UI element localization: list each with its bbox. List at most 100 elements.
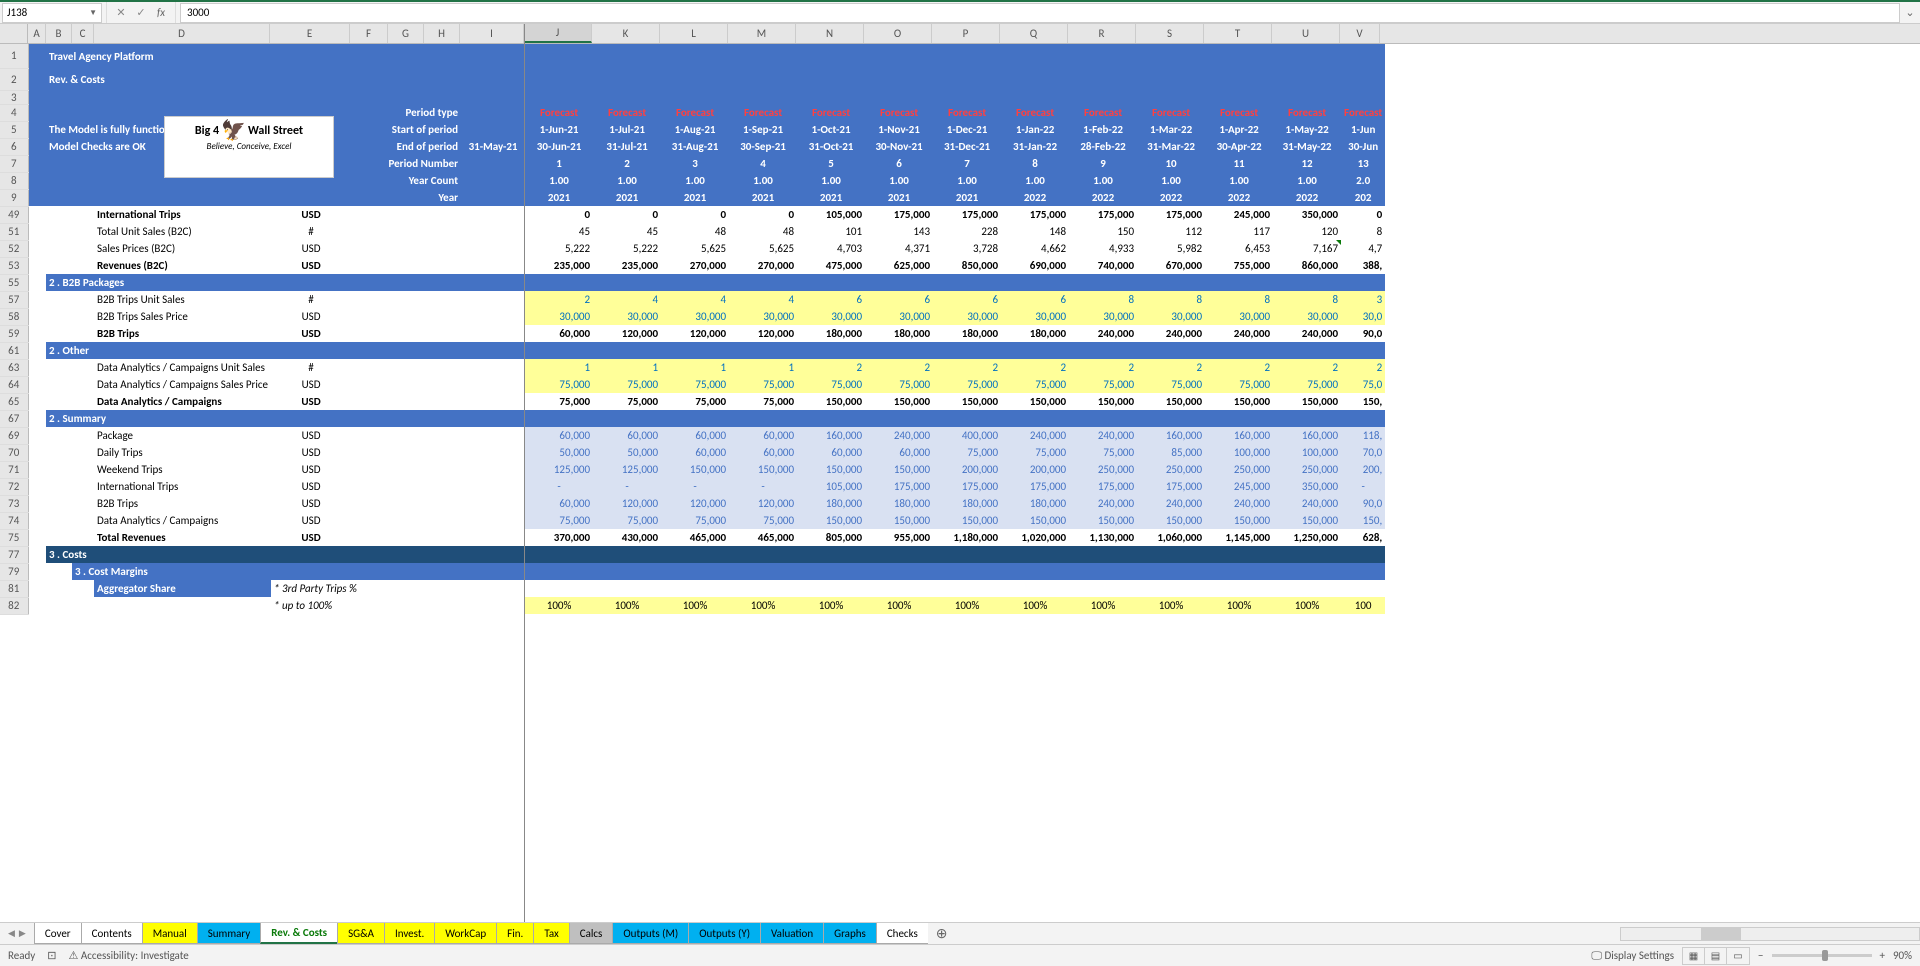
sheet-tab-calcs[interactable]: Calcs [569,923,614,944]
column-header-M[interactable]: M [728,24,796,43]
formula-expand-icon[interactable]: ⌄ [1900,6,1920,19]
status-ready: Ready [8,949,35,962]
row-header[interactable]: 51 [0,223,28,240]
row-header[interactable]: 70 [0,444,28,461]
row-header[interactable]: 64 [0,376,28,393]
cancel-icon[interactable]: ✕ [111,3,131,23]
row-header[interactable]: 67 [0,410,28,427]
row-header[interactable]: 79 [0,563,28,580]
row-header[interactable]: 2 [0,68,28,90]
sheet-tab-manual[interactable]: Manual [142,923,198,944]
row-header[interactable]: 57 [0,291,28,308]
grid-body[interactable]: 1Travel Agency Platform2Rev. & Costs34Pe… [0,44,1920,922]
add-sheet-icon[interactable]: ⊕ [928,925,956,942]
view-page-break-icon[interactable]: ▭ [1727,948,1749,964]
row-header[interactable]: 69 [0,427,28,444]
column-header-B[interactable]: B [46,24,72,43]
row-header[interactable]: 81 [0,580,28,597]
column-header-T[interactable]: T [1204,24,1272,43]
column-header-P[interactable]: P [932,24,1000,43]
sheet-tab-outputs--m-[interactable]: Outputs (M) [612,923,689,944]
row-header[interactable]: 74 [0,512,28,529]
view-buttons: ▦ ▤ ▭ [1682,947,1750,965]
sheet-tab-summary[interactable]: Summary [197,923,262,944]
column-header-R[interactable]: R [1068,24,1136,43]
column-header-H[interactable]: H [424,24,460,43]
zoom-slider[interactable] [1772,954,1872,957]
sheet-tab-rev----costs[interactable]: Rev. & Costs [260,923,338,944]
fx-icon[interactable]: fx [151,3,171,23]
row-header[interactable]: 58 [0,308,28,325]
row-header[interactable]: 9 [0,189,28,206]
column-header-I[interactable]: I [460,24,524,43]
row-header[interactable]: 71 [0,461,28,478]
sheet-tab-checks[interactable]: Checks [876,923,928,944]
sheet-tab-cover[interactable]: Cover [34,923,82,944]
row-header[interactable]: 65 [0,393,28,410]
row-header[interactable]: 8 [0,172,28,189]
row-header[interactable]: 1 [0,44,28,68]
row-header[interactable]: 3 [0,90,28,104]
name-box-dropdown-icon[interactable]: ▼ [89,8,97,18]
row-header[interactable]: 4 [0,104,28,121]
column-header-N[interactable]: N [796,24,864,43]
tab-prev-icon[interactable]: ◀ [8,928,15,939]
column-header-J[interactable]: J [524,24,592,43]
column-header-G[interactable]: G [388,24,424,43]
row-header[interactable]: 75 [0,529,28,546]
confirm-icon[interactable]: ✓ [131,3,151,23]
row-header[interactable]: 6 [0,138,28,155]
sheet-tab-invest-[interactable]: Invest. [384,923,435,944]
column-header-V[interactable]: V [1340,24,1380,43]
view-normal-icon[interactable]: ▦ [1683,948,1705,964]
column-header-Q[interactable]: Q [1000,24,1068,43]
tab-next-icon[interactable]: ▶ [19,928,26,939]
row-header[interactable]: 82 [0,597,28,614]
row-header[interactable]: 7 [0,155,28,172]
column-header-L[interactable]: L [660,24,728,43]
column-header-U[interactable]: U [1272,24,1340,43]
column-header-O[interactable]: O [864,24,932,43]
column-header-A[interactable]: A [28,24,46,43]
display-settings[interactable]: 🖵 Display Settings [1591,949,1674,963]
row-header[interactable]: 55 [0,274,28,291]
horizontal-scrollbar[interactable] [1620,927,1920,941]
sheet-tab-workcap[interactable]: WorkCap [434,923,497,944]
formula-buttons: ✕ ✓ fx [106,2,176,23]
sheet-tab-outputs--y-[interactable]: Outputs (Y) [688,923,761,944]
column-header-F[interactable]: F [350,24,388,43]
grid-area: ABCDEFGHIJKLMNOPQRSTUV 1Travel Agency Pl… [0,24,1920,922]
row-header[interactable]: 61 [0,342,28,359]
tab-nav: ◀ ▶ [0,928,34,939]
select-all-corner[interactable] [0,24,28,43]
row-header[interactable]: 63 [0,359,28,376]
status-bar: Ready ⊡ ⚠ Accessibility: Investigate 🖵 D… [0,944,1920,966]
view-page-layout-icon[interactable]: ▤ [1705,948,1727,964]
formula-input[interactable]: 3000 [180,3,1900,23]
zoom-in-icon[interactable]: + [1880,949,1885,962]
macro-record-icon[interactable]: ⊡ [47,949,56,962]
sheet-tab-valuation[interactable]: Valuation [760,923,824,944]
column-header-S[interactable]: S [1136,24,1204,43]
sheet-tab-contents[interactable]: Contents [81,923,143,944]
row-header[interactable]: 59 [0,325,28,342]
column-header-C[interactable]: C [72,24,94,43]
row-header[interactable]: 77 [0,546,28,563]
column-header-E[interactable]: E [270,24,350,43]
row-header[interactable]: 49 [0,206,28,223]
row-header[interactable]: 72 [0,478,28,495]
zoom-out-icon[interactable]: − [1758,949,1763,962]
row-header[interactable]: 5 [0,121,28,138]
sheet-tab-graphs[interactable]: Graphs [823,923,877,944]
sheet-tab-sg-a[interactable]: SG&A [337,923,385,944]
column-header-D[interactable]: D [94,24,270,43]
row-header[interactable]: 53 [0,257,28,274]
column-header-K[interactable]: K [592,24,660,43]
accessibility-status[interactable]: ⚠ Accessibility: Investigate [69,949,189,962]
sheet-tab-fin-[interactable]: Fin. [496,923,534,944]
row-header[interactable]: 73 [0,495,28,512]
zoom-level[interactable]: 90% [1893,949,1912,962]
name-box[interactable]: J138 ▼ [2,3,102,23]
sheet-tab-tax[interactable]: Tax [533,923,569,944]
row-header[interactable]: 52 [0,240,28,257]
